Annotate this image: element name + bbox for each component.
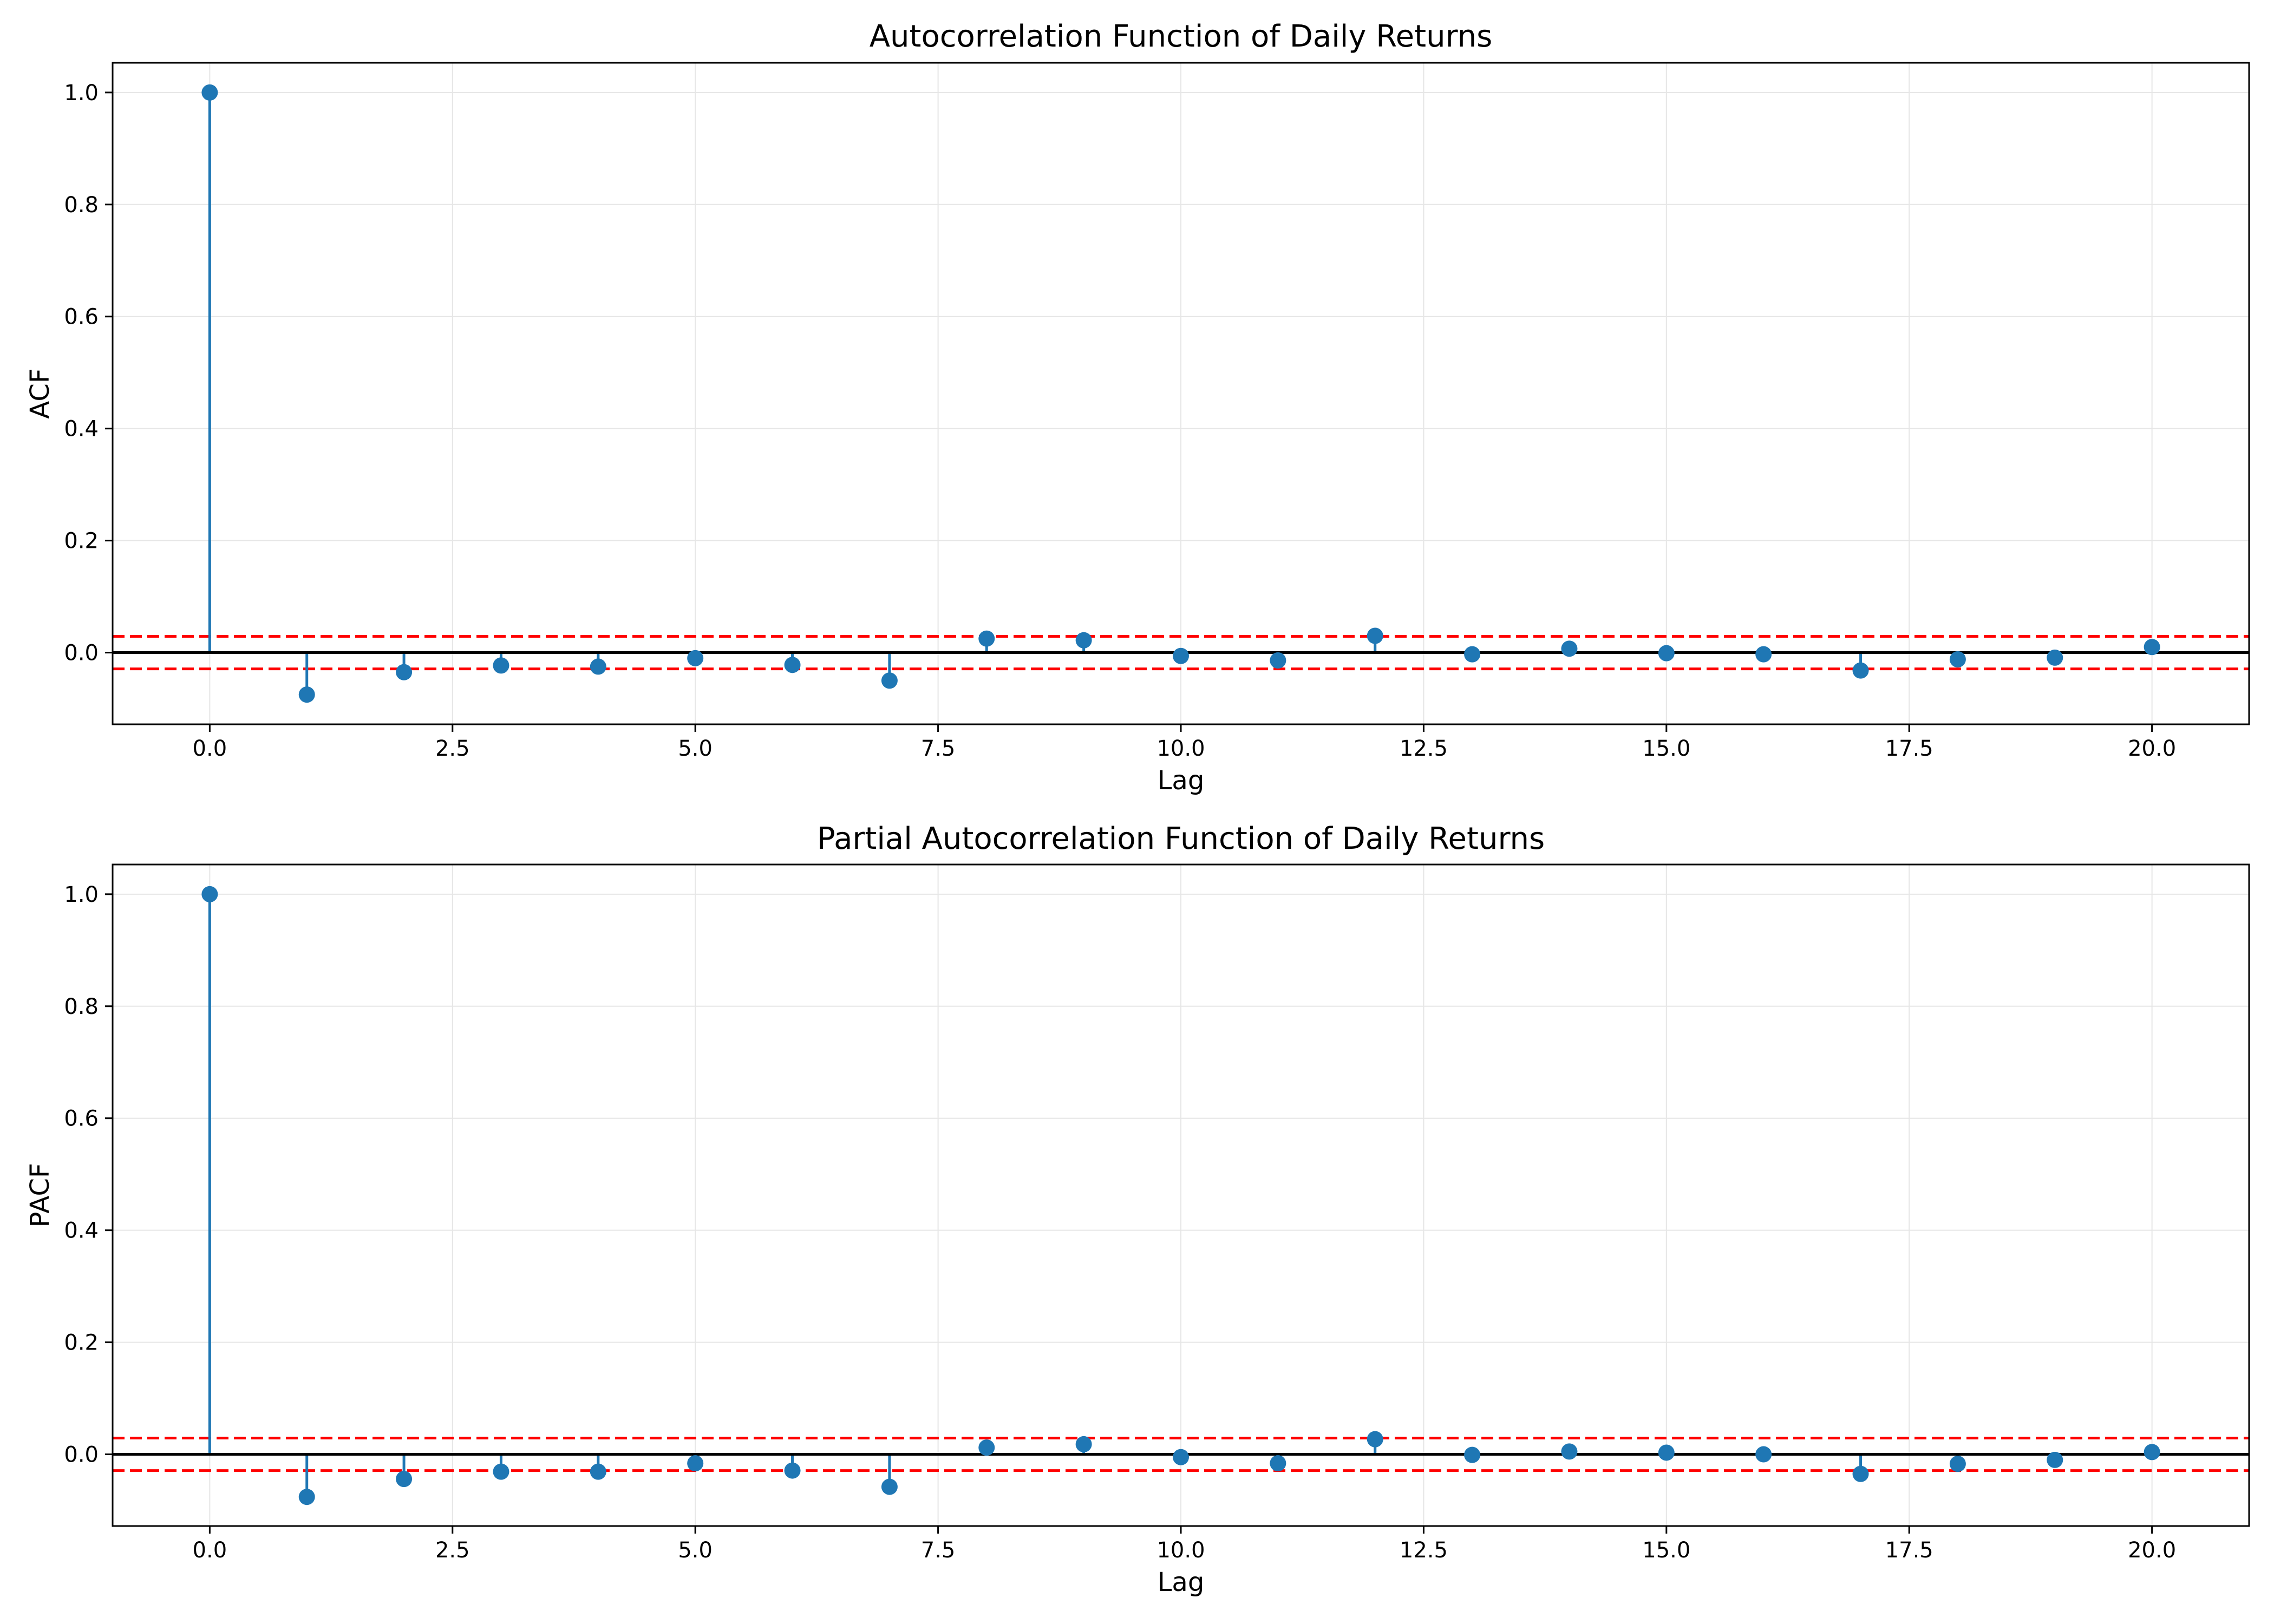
pacf-y-tick-label-0-8: 0.8 [64, 994, 99, 1019]
pacf-point-lag-5 [687, 1455, 704, 1472]
acf-point-lag-20 [2144, 639, 2160, 656]
acf-point-lag-6 [784, 657, 801, 673]
acf-point-lag-2 [396, 664, 413, 680]
pacf-point-lag-3 [493, 1463, 509, 1480]
acf-x-tick-label-15: 15.0 [1642, 736, 1690, 761]
pacf-point-lag-12 [1367, 1431, 1383, 1448]
pacf-y-axis-label: PACF [25, 1163, 55, 1228]
acf-point-lag-7 [881, 672, 898, 689]
acf-point-lag-5 [687, 650, 704, 666]
acf-point-lag-16 [1755, 646, 1772, 663]
acf-x-tick-label-10: 10.0 [1156, 736, 1205, 761]
pacf-point-lag-7 [881, 1478, 898, 1495]
acf-point-lag-9 [1075, 632, 1092, 649]
pacf-x-tick-label-5: 5.0 [678, 1538, 713, 1563]
pacf-point-lag-1 [298, 1489, 315, 1505]
pacf-x-tick-label-20: 20.0 [2128, 1538, 2176, 1563]
pacf-x-tick-label-7-5: 7.5 [921, 1538, 956, 1563]
pacf-y-tick-label-0-4: 0.4 [64, 1219, 99, 1243]
pacf-point-lag-15 [1658, 1444, 1675, 1461]
acf-y-tick-label-0-6: 0.6 [64, 305, 99, 330]
pacf-point-lag-10 [1173, 1449, 1189, 1465]
pacf-point-lag-4 [590, 1463, 606, 1480]
acf-point-lag-14 [1561, 640, 1578, 657]
acf-x-tick-label-7-5: 7.5 [921, 736, 956, 761]
pacf-y-tick-label-1: 1.0 [64, 882, 99, 907]
acf-point-lag-4 [590, 658, 606, 675]
pacf-plot-area [113, 886, 2249, 1505]
pacf-point-lag-9 [1075, 1436, 1092, 1452]
acf-y-tick-label-0-2: 0.2 [64, 529, 99, 554]
pacf-y-tick-label-0-2: 0.2 [64, 1331, 99, 1355]
acf-x-tick-label-12-5: 12.5 [1400, 736, 1448, 761]
acf-plot-area [113, 84, 2249, 703]
acf-point-lag-8 [978, 630, 995, 647]
pacf-x-tick-label-12-5: 12.5 [1400, 1538, 1448, 1563]
pacf-chart-title: Partial Autocorrelation Function of Dail… [817, 821, 1545, 856]
pacf-point-lag-20 [2144, 1444, 2160, 1461]
pacf-panel: 0.0 2.5 5.0 7.5 10.0 12.5 15.0 17.5 20.0 0.0 0.2 0.… [25, 821, 2250, 1597]
pacf-x-tick-label-15: 15.0 [1642, 1538, 1690, 1563]
acf-point-lag-17 [1852, 662, 1869, 679]
acf-x-tick-label-2-5: 2.5 [435, 736, 470, 761]
acf-point-lag-11 [1270, 652, 1286, 669]
pacf-x-tick-label-10: 10.0 [1156, 1538, 1205, 1563]
acf-point-lag-15 [1658, 645, 1675, 662]
pacf-point-lag-11 [1270, 1455, 1286, 1472]
acf-y-tick-label-0-4: 0.4 [64, 417, 99, 442]
acf-x-tick-label-17-5: 17.5 [1885, 736, 1933, 761]
acf-point-lag-18 [1949, 651, 1966, 667]
acf-chart-title: Autocorrelation Function of Daily Return… [870, 19, 1493, 54]
pacf-point-lag-13 [1464, 1446, 1481, 1463]
acf-panel: 0.0 2.5 5.0 7.5 10.0 12.5 15.0 17.5 20.0 0.0 0.2 0.… [25, 19, 2250, 796]
pacf-x-tick-label-17-5: 17.5 [1885, 1538, 1933, 1563]
acf-point-lag-0 [201, 84, 218, 101]
pacf-point-lag-8 [978, 1439, 995, 1456]
acf-x-axis-label: Lag [1158, 765, 1205, 796]
acf-point-lag-12 [1367, 627, 1383, 644]
acf-y-tick-label-1: 1.0 [64, 81, 99, 106]
acf-y-tick-label-0: 0.0 [64, 641, 99, 666]
acf-x-tick-label-0: 0.0 [193, 736, 227, 761]
pacf-point-lag-2 [396, 1471, 413, 1488]
pacf-x-tick-label-0: 0.0 [193, 1538, 227, 1563]
acf-y-tick-label-0-8: 0.8 [64, 193, 99, 218]
acf-x-tick-label-5: 5.0 [678, 736, 713, 761]
acf-point-lag-1 [298, 686, 315, 703]
pacf-y-tick-label-0-6: 0.6 [64, 1106, 99, 1131]
acf-point-lag-19 [2047, 649, 2063, 666]
pacf-point-lag-0 [201, 886, 218, 902]
pacf-point-lag-14 [1561, 1443, 1578, 1460]
pacf-x-axis-label: Lag [1158, 1567, 1205, 1597]
pacf-point-lag-6 [784, 1462, 801, 1479]
pacf-x-tick-label-2-5: 2.5 [435, 1538, 470, 1563]
acf-point-lag-3 [493, 657, 509, 674]
acf-x-tick-label-20: 20.0 [2128, 736, 2176, 761]
acf-point-lag-10 [1173, 647, 1189, 664]
pacf-point-lag-16 [1755, 1446, 1772, 1463]
pacf-point-lag-19 [2047, 1451, 2063, 1468]
acf-y-axis-label: ACF [25, 368, 55, 418]
pacf-point-lag-17 [1852, 1465, 1869, 1482]
pacf-point-lag-18 [1949, 1456, 1966, 1472]
acf-point-lag-13 [1464, 646, 1481, 663]
pacf-y-tick-label-0: 0.0 [64, 1443, 99, 1468]
